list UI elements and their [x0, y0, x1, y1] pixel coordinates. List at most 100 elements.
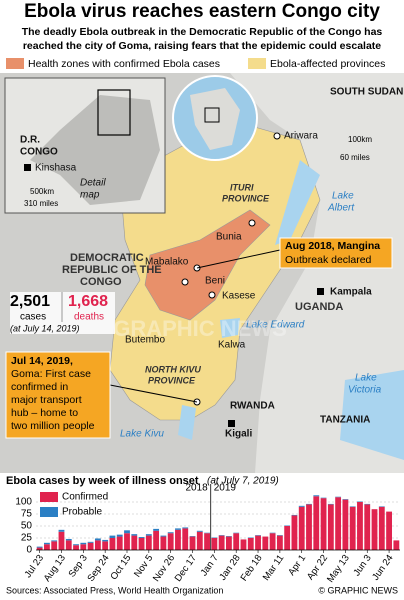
- lake-label: Lake Kivu: [120, 429, 164, 440]
- bar: [153, 530, 160, 550]
- inset-country-label: D.R.: [20, 135, 40, 146]
- bar: [255, 535, 261, 550]
- bar: [218, 535, 225, 550]
- bar: [196, 530, 203, 532]
- title: Ebola virus reaches eastern Congo city: [24, 1, 380, 22]
- lake: [340, 370, 404, 460]
- bar: [102, 539, 109, 542]
- bar: [145, 535, 152, 550]
- legend-swatch: [248, 58, 266, 69]
- legend-label: Confirmed: [62, 492, 108, 503]
- bar: [58, 529, 65, 532]
- inset-scale: 310 miles: [24, 199, 58, 208]
- bar: [87, 542, 94, 550]
- province: NORTH KIVU: [145, 364, 201, 374]
- place: Mabalako: [145, 257, 189, 268]
- map: D.R. CONGO Kinshasa Detail map 500km 310…: [0, 73, 404, 473]
- chart-subtitle: (at July 7, 2019): [207, 476, 279, 487]
- bar: [247, 538, 254, 550]
- watermark: GRAPHIC NEWS: [113, 316, 287, 341]
- bar: [196, 531, 203, 550]
- lake: [178, 405, 196, 440]
- callout-text: two million people: [11, 420, 95, 432]
- bar: [175, 528, 181, 530]
- neighbours: [230, 73, 404, 473]
- bar: [102, 541, 109, 550]
- bar: [145, 534, 152, 536]
- bar: [153, 528, 160, 531]
- year-label: 2019: [214, 483, 237, 494]
- bar: [269, 533, 276, 550]
- globe-frame: [204, 107, 220, 123]
- bar: [233, 533, 240, 550]
- callout-text: hub – home to: [11, 407, 78, 419]
- health-zones: [144, 209, 271, 321]
- scale: 100km: [348, 135, 372, 144]
- callout-text: Goma: First case: [11, 368, 91, 380]
- bar: [327, 504, 334, 550]
- bar: [342, 499, 349, 550]
- bar: [393, 540, 400, 550]
- place: Butembo: [125, 335, 165, 346]
- legend-label: Health zones with confirmed Ebola cases: [28, 58, 220, 70]
- bar: [109, 538, 116, 550]
- y-tick-label: 25: [21, 533, 33, 544]
- stat-date: (at July 14, 2019): [10, 323, 80, 333]
- place: Beni: [205, 276, 225, 287]
- sources: Sources: Associated Press, World Health …: [6, 585, 223, 595]
- scale: 60 miles: [340, 153, 370, 162]
- bar: [73, 544, 79, 546]
- capital-marker: [228, 420, 235, 427]
- y-tick-label: 75: [21, 509, 33, 520]
- bar: [116, 536, 123, 550]
- callout-title: Aug 2018, Mangina: [285, 240, 380, 252]
- callout: [5, 351, 111, 439]
- place: SOUTH SUDAN: [330, 87, 403, 98]
- lake: [220, 318, 240, 338]
- bar: [116, 534, 123, 537]
- stat-deaths: 1,668: [68, 293, 108, 310]
- callout-text: Outbreak declared: [285, 254, 372, 266]
- country-label: REPUBLIC OF THE: [62, 264, 162, 276]
- lake-label: Lake: [332, 191, 354, 202]
- stat-label: deaths: [74, 312, 104, 323]
- bar: [73, 545, 79, 550]
- bar: [211, 538, 218, 550]
- bar: [335, 497, 342, 550]
- bar: [298, 506, 305, 550]
- legend-label: Probable: [62, 507, 102, 518]
- bar: [204, 533, 210, 550]
- bar: [378, 506, 385, 550]
- callout: [279, 237, 393, 269]
- bar: [65, 538, 72, 541]
- bar: [94, 538, 101, 541]
- bar: [313, 495, 320, 497]
- city-marker: [208, 291, 216, 299]
- bar: [182, 527, 189, 529]
- callout-text: major transport: [11, 394, 82, 406]
- lake-label: Albert: [327, 203, 355, 214]
- inset-country: [30, 95, 160, 205]
- country-label: RWANDA: [230, 401, 275, 412]
- lake-label: Victoria: [348, 385, 382, 396]
- bar: [80, 544, 87, 550]
- country-label: DEMOCRATIC: [70, 252, 144, 264]
- y-tick-label: 50: [21, 521, 33, 532]
- globe-land: [190, 88, 240, 150]
- bar: [87, 541, 94, 543]
- callout-title: Jul 14, 2019,: [11, 355, 73, 367]
- place: Kigali: [225, 429, 252, 440]
- stat-label: cases: [20, 312, 46, 323]
- bar: [364, 504, 371, 550]
- bar: [306, 504, 312, 550]
- bar: [313, 496, 320, 550]
- country-label: UGANDA: [295, 301, 343, 313]
- subtitle: reached the city of Goma, raising fears …: [23, 40, 381, 52]
- bar: [124, 533, 130, 550]
- bar: [160, 535, 167, 537]
- legend-label: Ebola-affected provinces: [270, 58, 385, 70]
- city-marker: [273, 132, 281, 140]
- bar: [131, 534, 138, 536]
- place: Kampala: [330, 287, 372, 298]
- place: Kalwa: [218, 340, 246, 351]
